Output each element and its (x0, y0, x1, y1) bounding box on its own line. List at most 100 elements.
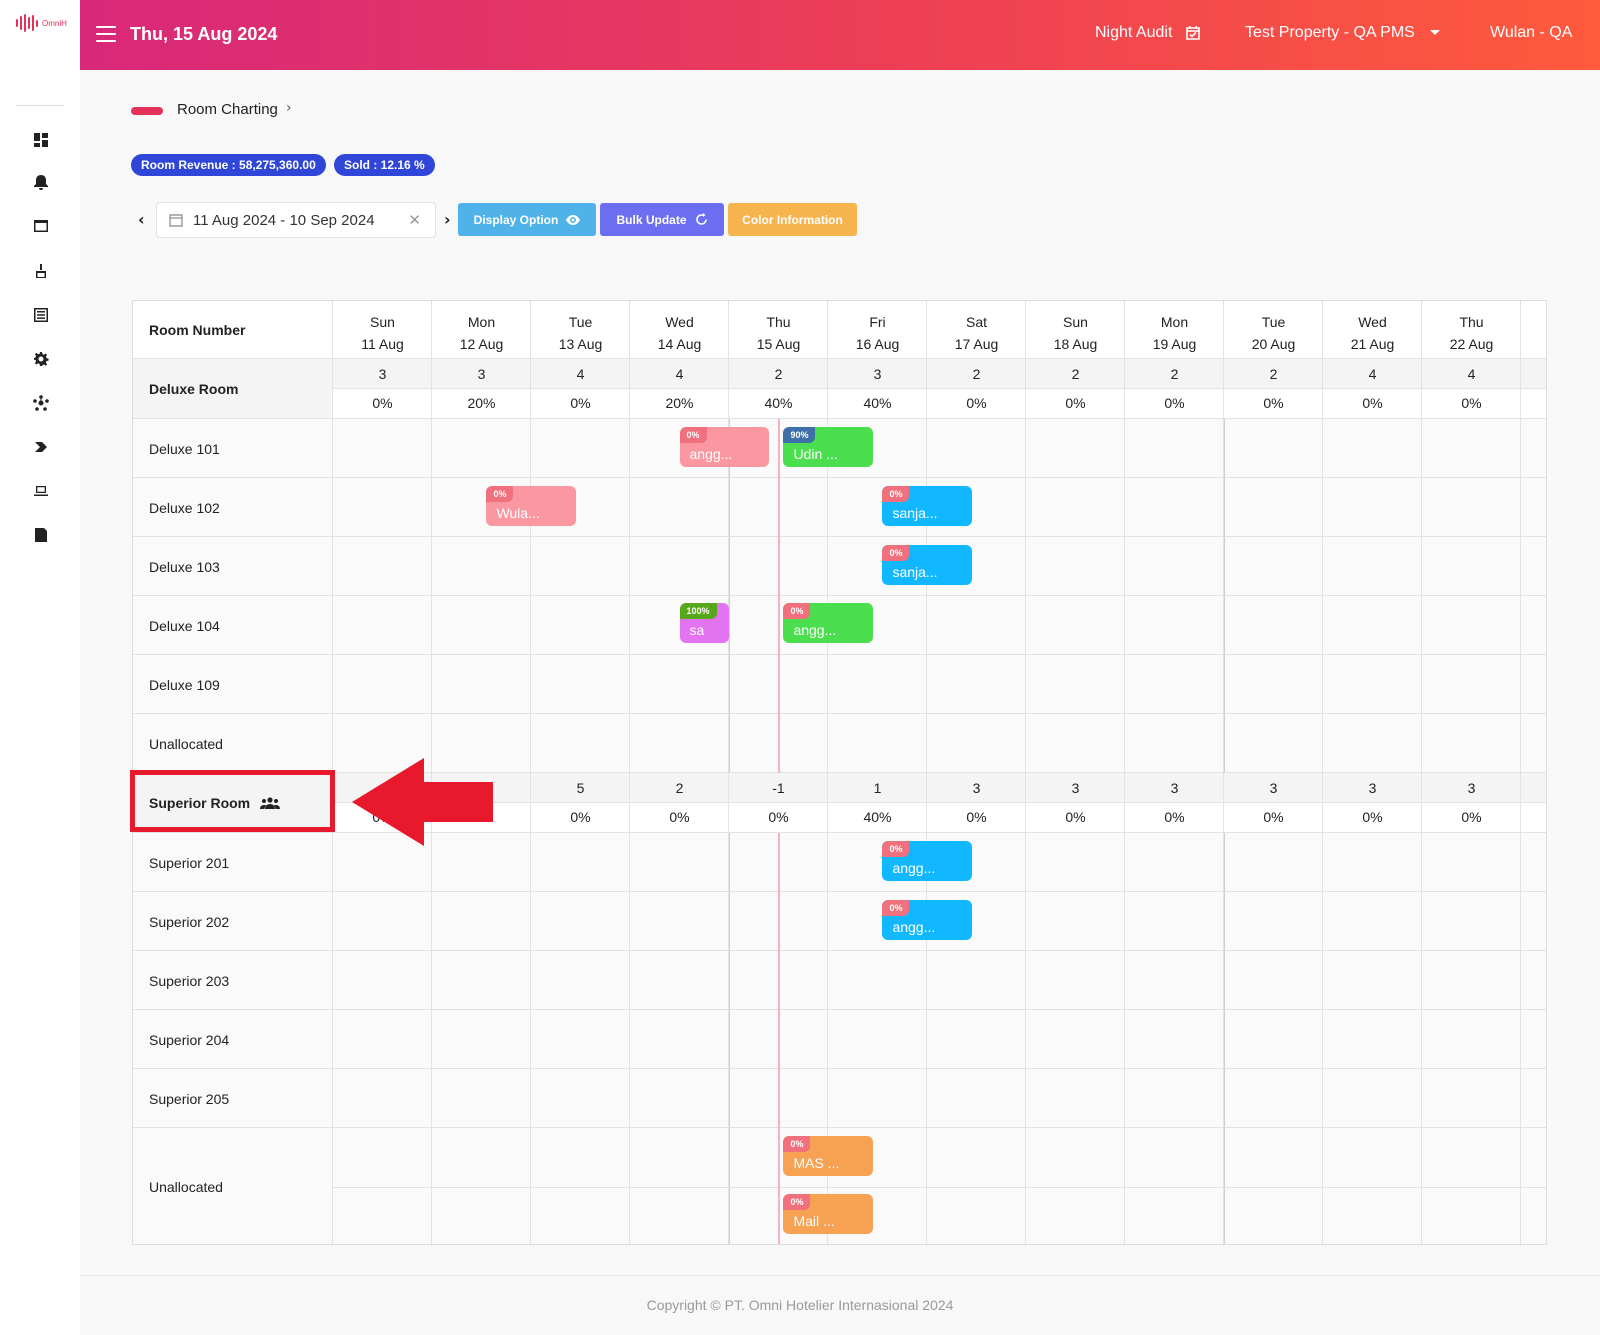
reservation-block[interactable]: 0% angg... (882, 841, 972, 881)
logo[interactable]: OmniH (16, 14, 67, 32)
room-day-cell[interactable] (333, 951, 432, 1010)
laptop-icon[interactable] (32, 482, 50, 500)
room-day-cell[interactable] (333, 537, 432, 596)
room-row-label[interactable]: Unallocated (149, 1179, 223, 1195)
room-row-label[interactable]: Superior 201 (149, 854, 230, 871)
room-day-cell[interactable] (828, 1010, 927, 1069)
room-day-cell[interactable] (1224, 1069, 1323, 1128)
room-day-cell[interactable] (1521, 1128, 1546, 1244)
display-option-button[interactable]: Display Option (458, 203, 596, 236)
room-day-cell[interactable] (1125, 1128, 1224, 1244)
room-day-cell[interactable] (531, 1010, 630, 1069)
room-day-cell[interactable] (1125, 419, 1224, 478)
room-type-superior[interactable]: Superior Room (133, 773, 333, 833)
dashboard-icon[interactable] (32, 131, 50, 149)
room-day-cell[interactable] (1422, 1128, 1521, 1244)
room-day-cell[interactable] (927, 1128, 1026, 1244)
room-day-cell[interactable] (1026, 596, 1125, 655)
room-row-label[interactable]: Deluxe 109 (149, 676, 220, 693)
room-day-cell[interactable] (531, 655, 630, 714)
room-day-cell[interactable] (1521, 478, 1546, 537)
room-day-cell[interactable] (1224, 655, 1323, 714)
room-day-cell[interactable] (1521, 951, 1546, 1010)
room-day-cell[interactable] (1125, 951, 1224, 1010)
room-day-cell[interactable] (432, 714, 531, 773)
room-day-cell[interactable] (531, 951, 630, 1010)
room-day-cell[interactable] (333, 714, 432, 773)
color-information-button[interactable]: Color Information (728, 203, 857, 236)
room-day-cell[interactable] (1026, 1069, 1125, 1128)
room-day-cell[interactable] (333, 833, 432, 892)
room-day-cell[interactable] (1323, 714, 1422, 773)
room-day-cell[interactable] (432, 1128, 531, 1244)
room-day-cell[interactable] (1026, 1128, 1125, 1244)
room-day-cell[interactable] (333, 655, 432, 714)
room-day-cell[interactable] (927, 419, 1026, 478)
room-day-cell[interactable] (1125, 478, 1224, 537)
room-day-cell[interactable] (432, 951, 531, 1010)
room-day-cell[interactable] (1026, 478, 1125, 537)
room-day-cell[interactable] (1323, 1069, 1422, 1128)
room-day-cell[interactable] (1026, 833, 1125, 892)
room-day-cell[interactable] (1323, 537, 1422, 596)
room-day-cell[interactable] (630, 478, 729, 537)
room-day-cell[interactable] (927, 1069, 1026, 1128)
room-row-label[interactable]: Deluxe 101 (149, 440, 220, 457)
room-day-cell[interactable] (1224, 478, 1323, 537)
room-day-cell[interactable] (1323, 419, 1422, 478)
room-day-cell[interactable] (1422, 714, 1521, 773)
room-day-cell[interactable] (1224, 537, 1323, 596)
room-day-cell[interactable] (1125, 537, 1224, 596)
reservation-block[interactable]: 90% Udin ... (783, 427, 873, 467)
room-day-cell[interactable] (333, 1069, 432, 1128)
bulk-update-button[interactable]: Bulk Update (600, 203, 724, 236)
user-menu[interactable]: Wulan - QA (1490, 24, 1573, 41)
room-day-cell[interactable] (333, 478, 432, 537)
night-audit-button[interactable]: Night Audit (1095, 24, 1201, 42)
room-day-cell[interactable] (1224, 1010, 1323, 1069)
room-day-cell[interactable] (531, 419, 630, 478)
room-day-cell[interactable] (1125, 833, 1224, 892)
room-day-cell[interactable] (1026, 951, 1125, 1010)
room-day-cell[interactable] (1422, 951, 1521, 1010)
cleaning-icon[interactable] (32, 262, 50, 280)
room-day-cell[interactable] (927, 596, 1026, 655)
room-day-cell[interactable] (630, 1128, 729, 1244)
room-day-cell[interactable] (1125, 892, 1224, 951)
room-row-label[interactable]: Unallocated (149, 735, 223, 752)
window-icon[interactable] (32, 217, 50, 235)
room-day-cell[interactable] (1323, 1128, 1422, 1244)
reservation-block[interactable]: 0% angg... (783, 603, 873, 643)
date-range-picker[interactable]: 11 Aug 2024 - 10 Sep 2024 ✕ (156, 202, 436, 238)
reservation-block[interactable]: 0% angg... (882, 900, 972, 940)
previous-range-icon[interactable]: ‹ (138, 210, 145, 229)
network-icon[interactable] (32, 394, 50, 412)
room-day-cell[interactable] (1422, 478, 1521, 537)
room-day-cell[interactable] (333, 892, 432, 951)
room-day-cell[interactable] (927, 1010, 1026, 1069)
room-row-label[interactable]: Superior 204 (149, 1031, 230, 1048)
room-day-cell[interactable] (1521, 419, 1546, 478)
room-day-cell[interactable] (1422, 655, 1521, 714)
room-day-cell[interactable] (1026, 655, 1125, 714)
list-icon[interactable] (32, 306, 50, 324)
room-day-cell[interactable] (1026, 892, 1125, 951)
room-day-cell[interactable] (1026, 1010, 1125, 1069)
property-selector[interactable]: Test Property - QA PMS (1245, 24, 1441, 42)
room-day-cell[interactable] (630, 655, 729, 714)
room-day-cell[interactable] (1224, 833, 1323, 892)
room-day-cell[interactable] (1422, 1069, 1521, 1128)
room-day-cell[interactable] (927, 655, 1026, 714)
room-day-cell[interactable] (630, 1010, 729, 1069)
room-day-cell[interactable] (828, 951, 927, 1010)
room-day-cell[interactable] (1125, 714, 1224, 773)
room-day-cell[interactable] (828, 1069, 927, 1128)
room-day-cell[interactable] (1422, 537, 1521, 596)
room-day-cell[interactable] (1422, 1010, 1521, 1069)
next-range-icon[interactable]: › (444, 210, 451, 229)
room-day-cell[interactable] (1521, 833, 1546, 892)
hamburger-menu-icon[interactable] (96, 26, 116, 42)
room-day-cell[interactable] (630, 714, 729, 773)
clear-icon[interactable]: ✕ (408, 211, 421, 229)
reservation-block[interactable]: 0% MAS ... (783, 1136, 873, 1176)
